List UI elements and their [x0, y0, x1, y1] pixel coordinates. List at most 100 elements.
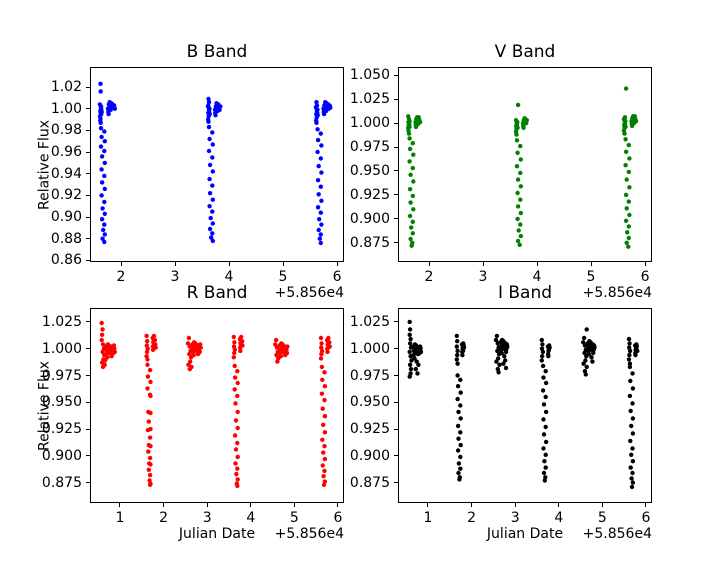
data-point	[461, 345, 467, 350]
v-band-y-tick-label: 0.975	[349, 139, 390, 155]
data-point	[322, 414, 328, 419]
data-point	[494, 359, 499, 364]
data-point	[206, 103, 211, 108]
data-point	[581, 335, 587, 341]
data-point	[408, 172, 413, 177]
data-point	[407, 349, 412, 355]
v-band-x-tick	[482, 262, 484, 266]
data-point	[210, 183, 215, 188]
data-point	[148, 410, 153, 416]
data-point	[627, 156, 632, 161]
data-point	[144, 333, 149, 339]
r-band-axes	[90, 308, 344, 503]
data-point	[99, 193, 104, 198]
data-point	[408, 366, 414, 372]
data-point	[458, 377, 463, 382]
data-point	[319, 341, 324, 346]
data-point	[239, 334, 244, 340]
data-point	[627, 352, 632, 358]
data-point	[146, 449, 151, 454]
i-band-y-tick	[394, 401, 398, 403]
data-point	[218, 104, 223, 109]
data-point	[630, 371, 635, 376]
data-point	[99, 337, 104, 343]
data-point	[188, 359, 193, 364]
data-point	[626, 357, 632, 362]
b-band-x-tick	[282, 262, 284, 266]
data-point	[232, 363, 237, 369]
data-point	[99, 154, 105, 159]
data-point	[411, 352, 416, 358]
data-point	[622, 115, 628, 120]
data-point	[327, 344, 332, 349]
data-point	[285, 344, 290, 349]
v-band-x-tick-label: 2	[424, 269, 434, 285]
data-point	[455, 339, 460, 344]
data-point	[458, 430, 463, 435]
i-band-y-tick-label: 0.950	[349, 394, 390, 411]
data-point	[454, 344, 459, 349]
data-point	[416, 362, 421, 367]
data-point	[626, 224, 631, 229]
v-band-y-tick	[394, 146, 398, 148]
i-band-title: I Band	[497, 283, 553, 303]
data-point	[314, 120, 319, 125]
data-point	[547, 345, 552, 350]
data-point	[207, 204, 212, 209]
data-point	[145, 362, 150, 367]
data-point	[629, 452, 634, 457]
data-point	[239, 339, 245, 344]
data-point	[515, 204, 521, 209]
data-point	[210, 155, 215, 160]
data-point	[318, 356, 324, 361]
data-point	[98, 126, 104, 131]
r-band-y-tick	[86, 482, 90, 484]
i-band-x-tick	[471, 503, 473, 507]
b-band-x-tick	[174, 262, 176, 266]
data-point	[630, 459, 636, 464]
v-band-y-tick	[394, 242, 398, 244]
v-band-y-tick	[394, 170, 398, 172]
data-point	[630, 480, 636, 485]
data-point	[592, 345, 597, 350]
data-point	[514, 164, 520, 169]
data-point	[144, 349, 150, 355]
data-point	[187, 351, 192, 357]
data-point	[235, 440, 240, 446]
data-point	[518, 143, 523, 149]
i-band-scatter-points	[407, 319, 640, 490]
data-point	[412, 356, 417, 361]
data-point	[627, 364, 633, 370]
data-point	[207, 136, 212, 142]
data-point	[319, 364, 325, 370]
data-point	[524, 118, 529, 123]
data-point	[494, 333, 500, 339]
data-point	[322, 430, 328, 435]
data-point	[147, 482, 153, 487]
i-band-y-tick	[394, 321, 398, 323]
r-band-x-tick	[163, 503, 165, 507]
data-point	[238, 348, 243, 354]
r-band-title: R Band	[186, 283, 248, 303]
data-point	[630, 401, 635, 406]
data-point	[541, 446, 546, 451]
data-point	[321, 450, 326, 455]
data-point	[106, 111, 111, 117]
r-band-y-tick	[86, 428, 90, 430]
data-point	[456, 436, 461, 441]
b-band-y-tick-label: 0.88	[50, 230, 82, 247]
data-point	[455, 384, 461, 389]
data-point	[322, 370, 327, 375]
data-point	[460, 352, 465, 358]
b-band-y-tick	[86, 173, 90, 175]
data-point	[153, 342, 158, 347]
data-point	[410, 231, 415, 236]
data-point	[515, 190, 520, 196]
data-point	[518, 170, 523, 176]
data-point	[319, 143, 324, 148]
v-band-title: V Band	[494, 42, 556, 62]
data-point	[210, 142, 215, 147]
b-band-y-tick-label: 0.98	[50, 122, 82, 139]
data-point	[454, 333, 459, 339]
data-point	[315, 178, 321, 183]
